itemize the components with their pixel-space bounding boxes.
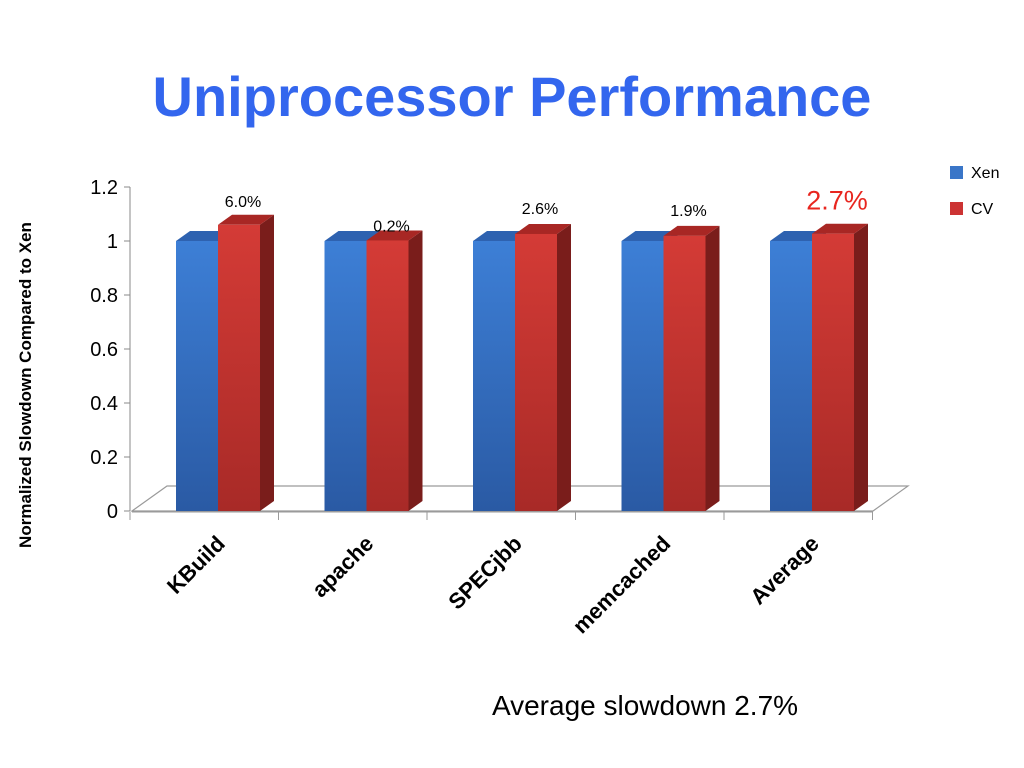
bar-cv-top [663,225,720,236]
bar-cv [218,214,274,512]
y-tick-label: 0.6 [90,339,118,361]
bar-cv-side [260,214,274,512]
y-tick-label: 1.2 [90,177,118,199]
y-tick-label: 0.4 [90,393,118,415]
bar-cv [812,223,868,511]
chart-legend: Xen CV [950,165,999,218]
legend-swatch [950,166,963,179]
bar-cv-side [408,230,423,511]
y-tick-label: 0.2 [90,447,118,469]
bar-cv [366,230,423,511]
slide-title: Uniprocessor Performance [152,65,872,128]
data-label: 1.9% [670,203,706,220]
bar-cv-top [812,223,868,234]
bar-cv-side [557,223,571,512]
bar-cv-front [218,224,260,512]
y-tick-label: 1 [107,231,118,253]
data-label: 2.7% [806,186,868,216]
data-label: 0.2% [373,218,409,235]
bar-cv-front [515,233,557,512]
category-label: apache [307,531,378,602]
bar-xen-top [324,231,381,241]
chart-axes: 0 0.2 0.4 0.6 0.8 1 1.2 Normalized Slowdown Com… [16,177,131,548]
bar-xen-front [770,241,812,511]
chart-bars [176,214,868,512]
category-label: SPECjbb [443,531,526,614]
bar-cv-side [705,225,720,511]
bar-cv [515,223,571,512]
bar-xen-front [324,241,367,511]
legend-label: CV [971,201,994,218]
bar-xen-front [176,241,218,511]
data-label: 6.0% [225,194,261,211]
footnote: Average slowdown 2.7% [491,690,799,721]
category-label: KBuild [162,531,230,599]
data-label: 2.6% [522,201,558,218]
bar-cv-top [515,223,571,234]
y-tick-label: 0.8 [90,285,118,307]
bar-xen-front [473,241,515,511]
bar-cv-top [366,230,423,241]
bar-cv-top [218,214,274,225]
bar-cv-front [812,233,854,511]
legend-label: Xen [971,165,999,182]
bar-xen-front [621,241,664,511]
bar-cv-front [663,235,706,511]
y-axis-title: Normalized Slowdown Compared to Xen [16,222,35,548]
bar-cv [663,225,720,511]
bar-cv-side [854,223,868,511]
category-label: Average [745,531,823,609]
y-tick-label: 0 [107,501,118,523]
legend-swatch [950,202,963,215]
category-label: memcached [568,531,676,639]
bar-cv-front [366,240,409,511]
